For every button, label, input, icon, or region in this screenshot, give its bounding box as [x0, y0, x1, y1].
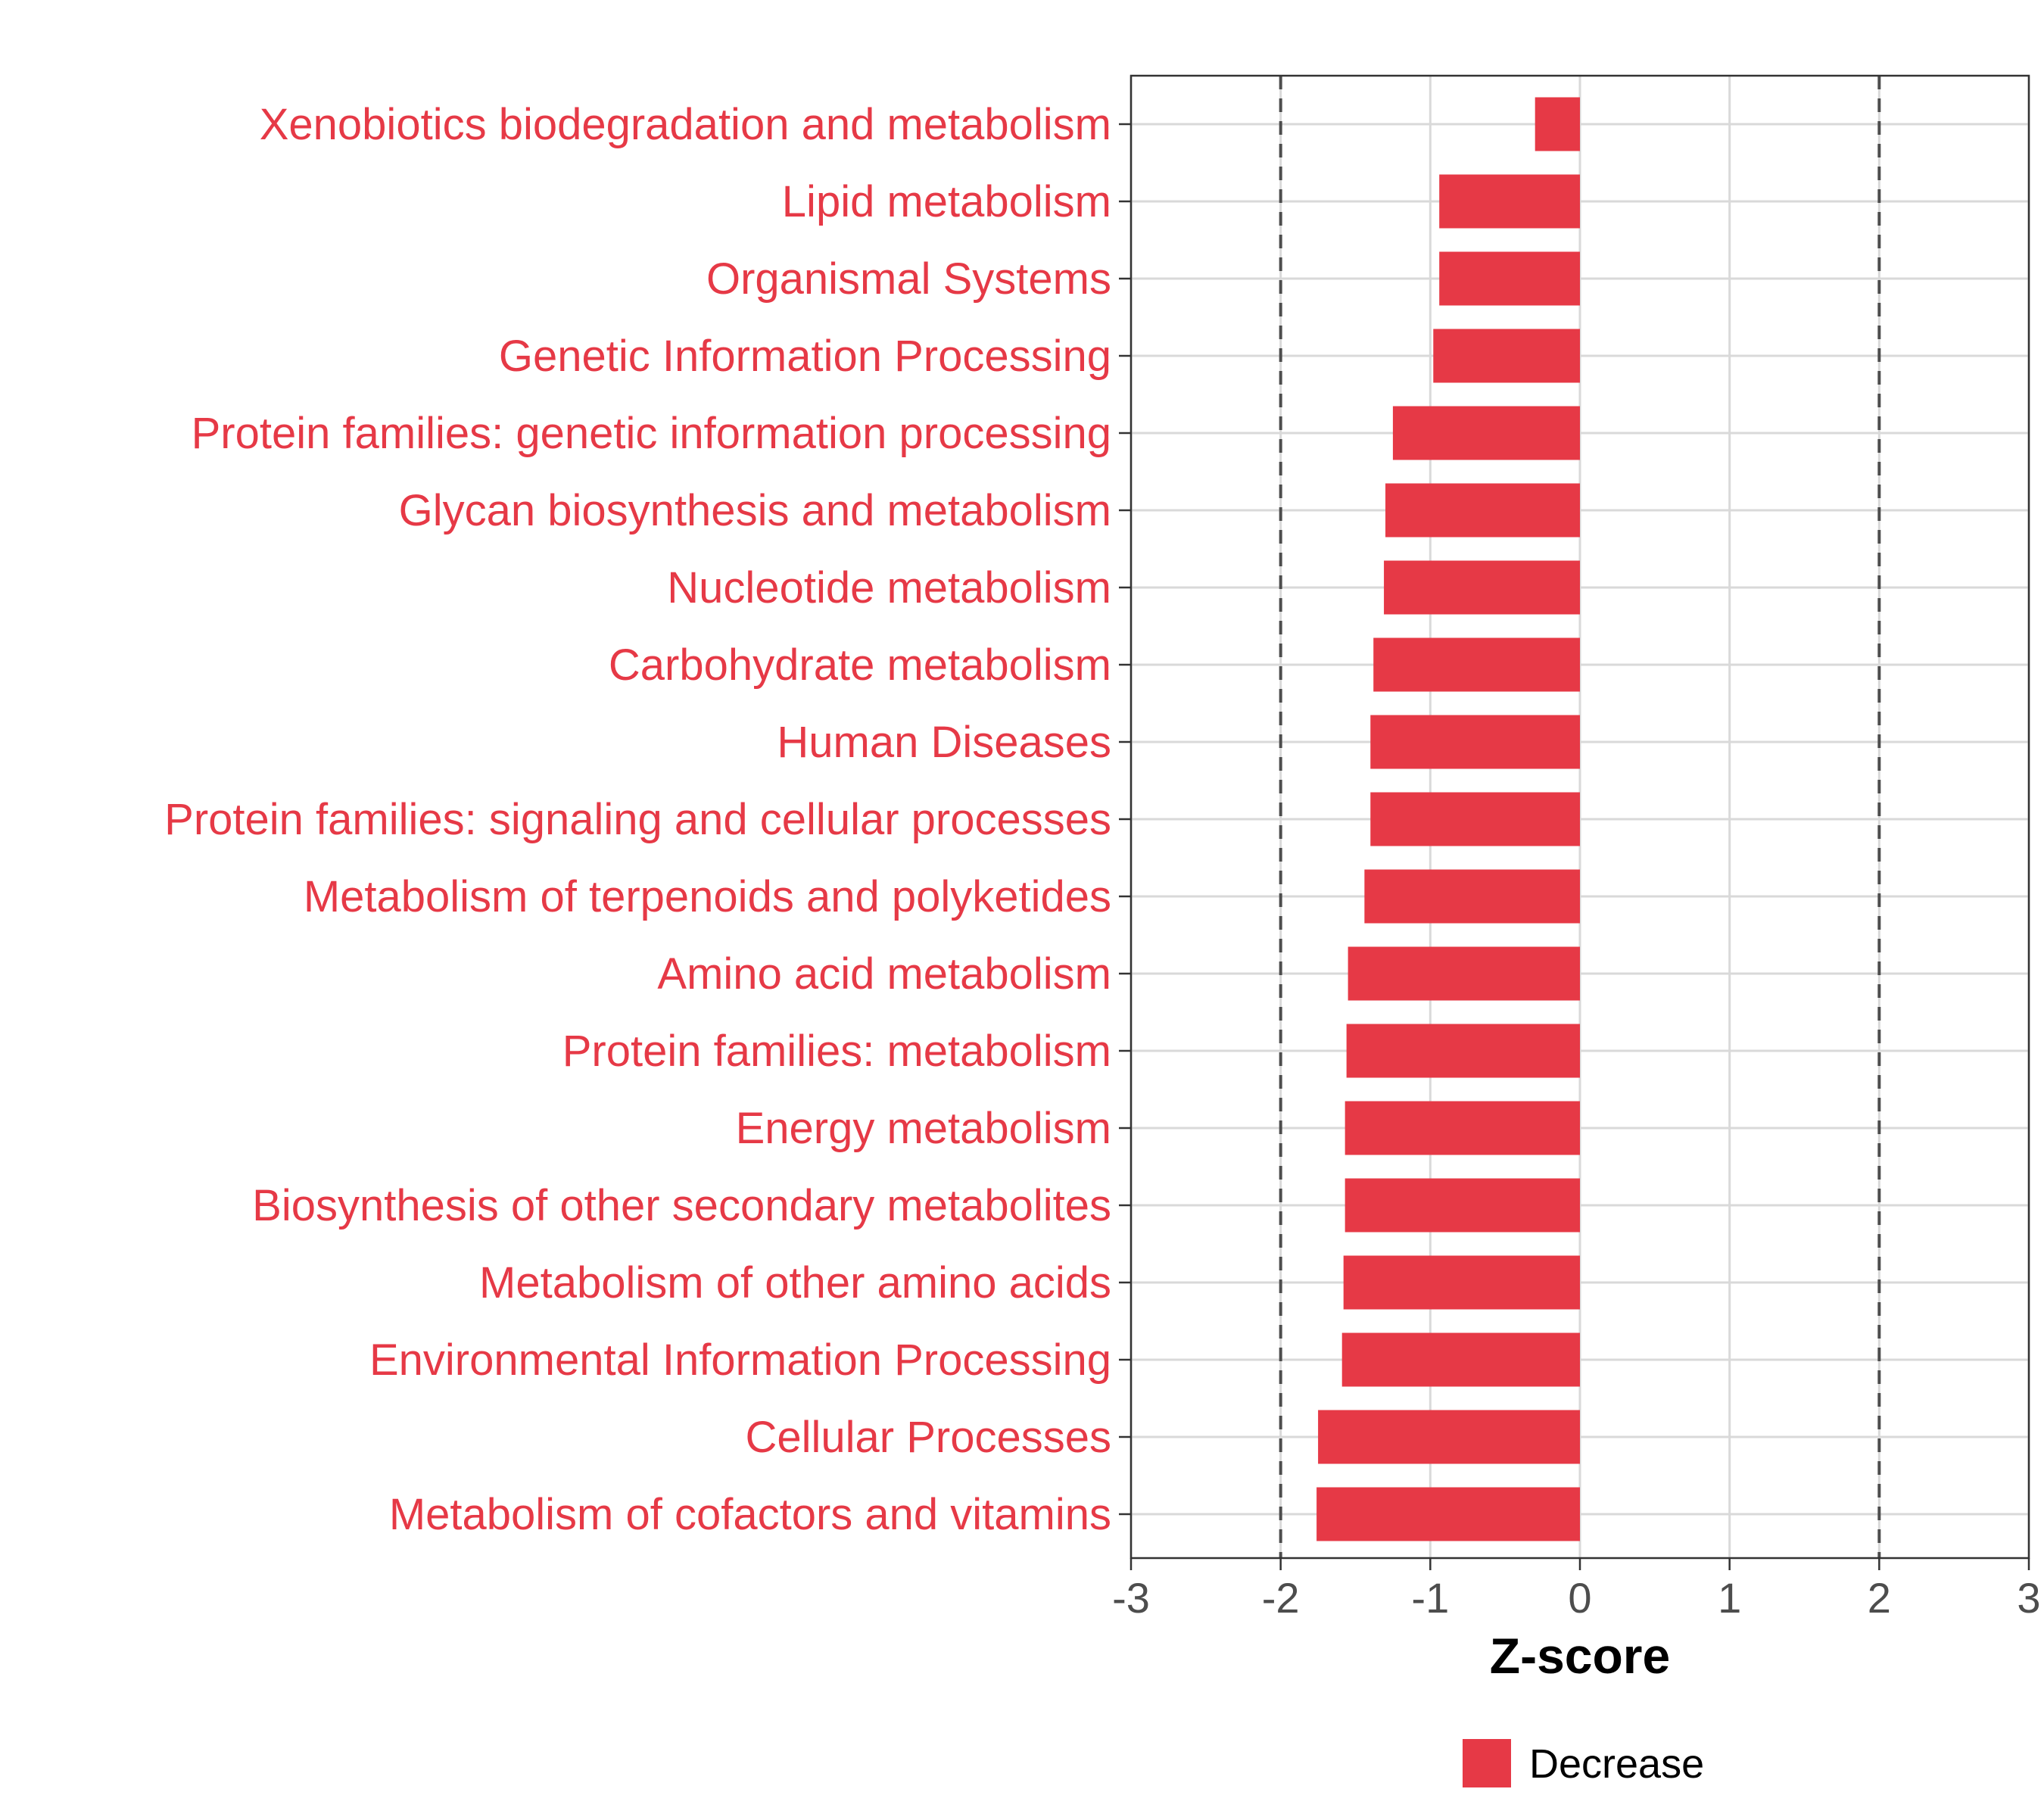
bar — [1385, 483, 1580, 538]
bar — [1384, 560, 1580, 615]
y-axis-category-labels: Xenobiotics biodegradation and metabolis… — [164, 100, 1111, 1539]
category-label: Nucleotide metabolism — [667, 563, 1111, 612]
category-label: Environmental Information Processing — [369, 1335, 1111, 1385]
bar — [1316, 1487, 1580, 1541]
bar — [1343, 1255, 1580, 1310]
category-label: Cellular Processes — [745, 1413, 1111, 1462]
y-axis-ticks — [1119, 123, 1131, 1516]
category-label: Protein families: signaling and cellular… — [164, 795, 1111, 844]
legend-key-decrease — [1463, 1739, 1511, 1787]
legend: Decrease — [1463, 1739, 1704, 1787]
category-label: Genetic Information Processing — [499, 332, 1111, 381]
x-axis-title: Z-score — [1490, 1628, 1670, 1684]
category-label: Human Diseases — [777, 718, 1111, 767]
x-tick-label: 1 — [1718, 1574, 1741, 1622]
category-label: Metabolism of terpenoids and polyketides — [304, 872, 1111, 921]
bar — [1318, 1410, 1580, 1464]
bar — [1535, 97, 1580, 151]
bar — [1344, 1178, 1580, 1233]
x-tick-label: -2 — [1262, 1574, 1300, 1622]
bar — [1348, 946, 1580, 1001]
reference-lines — [1279, 76, 1881, 1558]
category-label: Glycan biosynthesis and metabolism — [399, 486, 1111, 535]
x-tick-label: -1 — [1411, 1574, 1449, 1622]
bar — [1370, 715, 1580, 769]
x-tick-label: 3 — [2017, 1574, 2040, 1622]
category-label: Protein families: genetic information pr… — [192, 409, 1111, 458]
bar — [1373, 637, 1580, 692]
category-label: Protein families: metabolism — [562, 1027, 1111, 1076]
category-label: Metabolism of cofactors and vitamins — [389, 1490, 1111, 1539]
bar — [1439, 251, 1580, 306]
category-label: Lipid metabolism — [782, 177, 1111, 226]
bar — [1433, 329, 1580, 383]
bar — [1341, 1332, 1580, 1387]
category-label: Energy metabolism — [736, 1104, 1111, 1153]
category-label: Metabolism of other amino acids — [479, 1258, 1111, 1307]
category-label: Xenobiotics biodegradation and metabolis… — [260, 100, 1111, 149]
category-label: Biosynthesis of other secondary metaboli… — [252, 1181, 1111, 1230]
x-tick-label: 2 — [1868, 1574, 1891, 1622]
category-label: Amino acid metabolism — [657, 949, 1111, 999]
x-axis-ticks — [1129, 1558, 2030, 1570]
x-axis-tick-labels: -3 -2 -1 0 1 2 3 — [1112, 1574, 2040, 1622]
bar — [1370, 792, 1580, 846]
category-label: Carbohydrate metabolism — [609, 640, 1111, 690]
category-label: Organismal Systems — [706, 254, 1111, 304]
x-tick-label: 0 — [1568, 1574, 1591, 1622]
bar — [1364, 869, 1580, 924]
legend-label-decrease: Decrease — [1529, 1741, 1704, 1787]
bars — [1316, 97, 1580, 1541]
x-tick-label: -3 — [1112, 1574, 1150, 1622]
bar — [1392, 406, 1580, 460]
bar — [1344, 1101, 1580, 1155]
bar — [1346, 1024, 1580, 1078]
bar — [1439, 174, 1580, 229]
